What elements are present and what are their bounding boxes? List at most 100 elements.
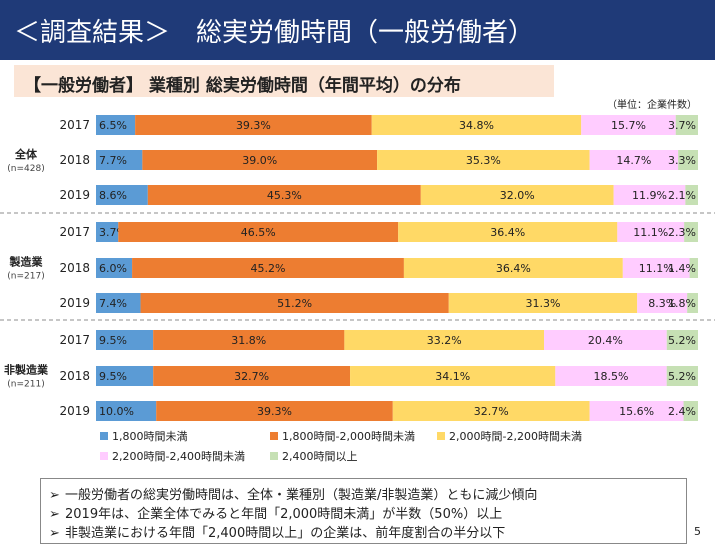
data-label: 2.4%	[668, 405, 696, 418]
data-label: 39.3%	[257, 405, 292, 418]
data-label: 5.2%	[668, 334, 696, 347]
note-item: ➢ 非製造業における年間「2,400時間以上」の企業は、前年度割合の半分以下	[49, 522, 505, 541]
data-label: 45.3%	[267, 189, 302, 202]
bar-segment	[377, 150, 590, 170]
chart-title-box: 【一般労働者】 業種別 総実労働時間（年間平均）の分布	[14, 65, 554, 97]
note-item: ➢ 一般労働者の総実労働時間は、全体・業種別（製造業/非製造業）ともに減少傾向	[49, 484, 537, 503]
data-label: 11.1%	[639, 262, 674, 275]
data-label: 34.1%	[435, 370, 470, 383]
bar-segment	[448, 293, 638, 313]
legend-label: 2,200時間-2,400時間未満	[112, 450, 245, 463]
bar-segment	[96, 150, 143, 170]
bar-segment	[675, 115, 698, 135]
bar-segment	[392, 401, 590, 421]
bar-segment	[344, 330, 545, 350]
bar-segment	[687, 293, 698, 313]
bar-segment	[96, 401, 157, 421]
group-label: 全体	[14, 147, 38, 161]
data-label: 32.7%	[234, 370, 269, 383]
legend-label: 1,800時間-2,000時間未満	[282, 430, 415, 443]
bar-segment	[420, 185, 614, 205]
data-label: 11.9%	[632, 189, 667, 202]
group-label: 製造業	[9, 255, 44, 269]
bar-segment	[622, 258, 690, 278]
data-label: 10.0%	[99, 405, 134, 418]
bar-segment	[398, 222, 618, 242]
note-text: 2019年は、企業全体でみると年間「2,000時間未満」が半数（50%）以上	[65, 507, 503, 522]
legend-swatch	[270, 452, 278, 460]
data-label: 32.7%	[474, 405, 509, 418]
group-label: 非製造業	[4, 363, 49, 377]
data-label: 36.4%	[496, 262, 531, 275]
bar-segment	[689, 258, 698, 278]
data-label: 8.3%	[648, 297, 676, 310]
bar-segment	[666, 366, 698, 386]
bar-segment	[684, 222, 698, 242]
bar-segment	[96, 115, 136, 135]
bar-segment	[142, 150, 378, 170]
group-sample-size: (n=428)	[7, 164, 44, 174]
bar-segment	[403, 258, 623, 278]
year-label: 2019	[59, 404, 90, 418]
data-label: 11.1%	[633, 226, 668, 239]
legend-label: 2,000時間-2,200時間未満	[449, 430, 582, 443]
bar-segment	[96, 258, 133, 278]
data-label: 6.0%	[99, 262, 127, 275]
bar-segment	[581, 115, 676, 135]
bar-segment	[132, 258, 404, 278]
arrow-bullet-icon: ➢	[49, 507, 60, 522]
chart-title: 【一般労働者】 業種別 総実労働時間（年間平均）の分布	[24, 76, 461, 96]
data-label: 8.6%	[99, 189, 127, 202]
bar-segment	[156, 401, 393, 421]
data-label: 18.5%	[594, 370, 629, 383]
legend-swatch	[270, 432, 278, 440]
data-label: 9.5%	[99, 334, 127, 347]
data-label: 3.7%	[668, 119, 696, 132]
bar-segment	[96, 185, 148, 205]
legend-swatch	[437, 432, 445, 440]
data-label: 15.7%	[611, 119, 646, 132]
data-label: 3.3%	[668, 154, 696, 167]
bar-segment	[678, 150, 698, 170]
unit-label: （単位：企業件数）	[607, 100, 697, 111]
stacked-bar-chart: 全体 (n=428) 2017 6.5% 39.3% 34.8% 15.7% 3.7% 2018…	[0, 115, 715, 463]
page-number: 5	[694, 525, 701, 538]
bar-segment	[683, 401, 698, 421]
note-text: 非製造業における年間「2,400時間以上」の企業は、前年度割合の半分以下	[65, 526, 506, 541]
data-label: 36.4%	[490, 226, 525, 239]
data-label: 51.2%	[277, 297, 312, 310]
bar-segment	[589, 401, 684, 421]
bar-segment	[371, 115, 582, 135]
bar-segment	[613, 185, 686, 205]
data-label: 1.4%	[668, 262, 696, 275]
bar-segment	[135, 115, 372, 135]
data-label: 32.0%	[500, 189, 535, 202]
legend-label: 1,800時間未満	[112, 430, 188, 443]
arrow-bullet-icon: ➢	[49, 526, 60, 541]
data-label: 39.3%	[236, 119, 271, 132]
data-label: 7.7%	[99, 154, 127, 167]
data-label: 31.3%	[526, 297, 561, 310]
year-label: 2018	[59, 261, 90, 275]
bar-segment	[96, 222, 119, 242]
year-label: 2017	[59, 225, 90, 239]
bar-segment	[350, 366, 556, 386]
note-text: 一般労働者の総実労働時間は、全体・業種別（製造業/非製造業）ともに減少傾向	[65, 488, 538, 503]
data-label: 34.8%	[459, 119, 494, 132]
legend-label: 2,400時間以上	[282, 450, 358, 463]
data-label: 5.2%	[668, 370, 696, 383]
data-label: 14.7%	[616, 154, 651, 167]
notes-box: ➢ 一般労働者の総実労働時間は、全体・業種別（製造業/非製造業）ともに減少傾向 ➢…	[40, 478, 687, 544]
bar-segment	[96, 330, 154, 350]
data-label: 31.8%	[231, 334, 266, 347]
data-label: 2.1%	[668, 189, 696, 202]
bar-segment	[153, 366, 351, 386]
arrow-bullet-icon: ➢	[49, 488, 60, 503]
data-label: 20.4%	[588, 334, 623, 347]
bar-segment	[637, 293, 688, 313]
bar-segment	[96, 366, 154, 386]
bar-segment	[147, 185, 421, 205]
year-label: 2019	[59, 188, 90, 202]
data-label: 2.3%	[668, 226, 696, 239]
data-label: 7.4%	[99, 297, 127, 310]
